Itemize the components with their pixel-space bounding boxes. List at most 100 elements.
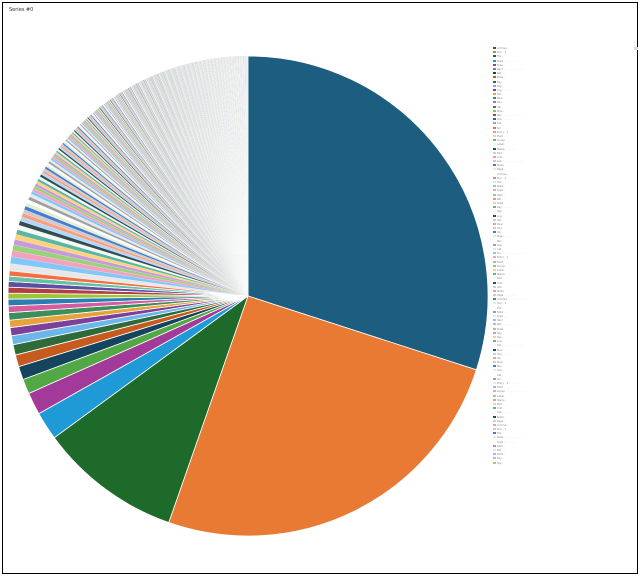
legend-item[interactable]: Group · · · · · · · · · · · · · (493, 390, 639, 394)
legend-item[interactable]: Data · (493, 327, 639, 332)
legend-item[interactable]: Item · · · · · · · · · · · · · (493, 67, 639, 72)
legend-item[interactable]: Src · · · · · · · · · · · · · (493, 252, 639, 256)
legend-item[interactable]: Name · (493, 398, 639, 403)
legend-item[interactable]: Row · (493, 97, 639, 101)
legend-item[interactable]: Item · (493, 319, 639, 323)
legend-item[interactable]: Src · (493, 377, 639, 382)
legend-item[interactable]: Archive · · · · · · · · · · · · (493, 298, 639, 302)
legend-item[interactable]: Cat · (493, 248, 639, 252)
legend-item[interactable]: Tag · (493, 210, 639, 214)
legend-item[interactable]: Key · · · · · · · (493, 206, 639, 210)
legend-item[interactable]: Page · · · · · · · (493, 294, 639, 298)
legend-item[interactable]: Val · (493, 356, 639, 361)
legend-item[interactable]: Page · (493, 168, 639, 172)
legend-item[interactable]: Note · (493, 310, 639, 315)
legend-item[interactable]: Obj · (493, 101, 639, 105)
legend-item[interactable]: Ref · · (493, 72, 639, 76)
legend-item[interactable]: Type · · (493, 63, 639, 68)
legend-item[interactable]: List · · · · · · · · · · · · · (493, 160, 639, 164)
legend-item[interactable]: File · (493, 181, 639, 185)
legend-item[interactable]: Item · (493, 193, 639, 198)
legend-item[interactable]: Ref · · · · · · · · (493, 323, 639, 327)
legend-item[interactable]: Field · (493, 386, 639, 390)
legend-item[interactable]: Label · (493, 268, 639, 273)
legend-item[interactable]: File · (493, 55, 639, 59)
legend-item[interactable]: Ref · · (493, 197, 639, 202)
legend-item[interactable]: Tag · (493, 461, 639, 466)
pie-slice[interactable] (247, 55, 489, 371)
legend-item[interactable]: Rec · (493, 239, 639, 244)
legend-item[interactable]: Field · (493, 260, 639, 265)
legend-item[interactable]: Obj · · · · · · · (493, 352, 639, 357)
legend-item[interactable]: Val · (493, 105, 639, 110)
legend-item[interactable]: Map · · · · · · · (493, 235, 639, 239)
legend-item[interactable]: Src · (493, 126, 639, 131)
legend-item[interactable]: Label · (493, 394, 639, 399)
legend-item[interactable]: Log · (493, 340, 639, 344)
legend-item[interactable]: Node · (493, 164, 639, 168)
legend-item[interactable]: Map · (493, 361, 639, 365)
legend-item[interactable]: Map · (493, 109, 639, 114)
legend-item[interactable]: Archive (493, 172, 639, 177)
legend-item[interactable]: Key · (493, 331, 639, 336)
legend-item[interactable]: Data · (493, 76, 639, 80)
legend-item[interactable]: List · · · · · · · (493, 411, 639, 415)
legend-item[interactable]: Doc · 1 (493, 428, 639, 432)
legend-item[interactable]: Name · · · · · · · (493, 147, 639, 152)
legend-item[interactable]: Type · · (493, 189, 639, 193)
legend-item[interactable]: Unit · (493, 155, 639, 160)
legend-item[interactable]: Archive (493, 47, 639, 51)
legend-item[interactable]: Grp · (493, 243, 639, 248)
legend-item[interactable]: Row · (493, 348, 639, 353)
legend-item[interactable]: File · (493, 306, 639, 311)
legend-item[interactable]: Node · (493, 415, 639, 420)
legend-item[interactable]: List · (493, 285, 639, 290)
legend-item[interactable]: Rec · · · · · · · · · · · · · (493, 114, 639, 118)
legend-item[interactable]: File · (493, 432, 639, 436)
legend-item[interactable]: Field · (493, 134, 639, 139)
legend-item[interactable]: Part · (493, 151, 639, 156)
legend-item[interactable]: Label · (493, 143, 639, 147)
legend-item[interactable]: Note · · · · · · · · · · · · · (493, 436, 639, 440)
legend-item[interactable]: Part · (493, 277, 639, 281)
legend-item[interactable]: Note · (493, 185, 639, 189)
legend-item[interactable]: Cat · (493, 122, 639, 126)
legend-item[interactable]: Row · (493, 222, 639, 227)
legend-item[interactable]: Key · (493, 80, 639, 85)
legend-item[interactable]: Type · · · · · · · · (493, 440, 639, 445)
legend-item[interactable]: Grp · · · · · · · (493, 118, 639, 122)
legend-item[interactable]: Tag · (493, 335, 639, 340)
legend-item[interactable]: Set · · · · · · · · · · · · · (493, 344, 639, 348)
legend-item[interactable]: Group · · · · · · · (493, 264, 639, 269)
legend-item[interactable]: Note · · · · · · · (493, 59, 639, 64)
legend-item[interactable]: Entry · 1 · · · · · · (493, 382, 639, 386)
legend-item[interactable]: Type · · (493, 315, 639, 319)
legend-item[interactable]: Doc · 1 · · · · · · (493, 176, 639, 181)
legend-item[interactable]: Unit · (493, 281, 639, 286)
legend-item[interactable]: Grp · (493, 369, 639, 373)
legend-item[interactable]: Unit · (493, 407, 639, 411)
pie-slice[interactable] (168, 295, 477, 537)
legend-item[interactable]: Cat · (493, 373, 639, 378)
legend-item[interactable]: Doc · 1 (493, 302, 639, 306)
legend-scrollbar[interactable] (634, 47, 638, 50)
legend-item[interactable]: Group · (493, 139, 639, 143)
legend-item[interactable]: Key · (493, 457, 639, 461)
legend-item[interactable]: Set · (493, 93, 639, 97)
legend-item[interactable]: Doc · 1 (493, 51, 639, 55)
legend-item[interactable]: Entry · 1 (493, 256, 639, 260)
legend-item[interactable]: Val · (493, 231, 639, 235)
legend-item[interactable]: Archive (493, 423, 639, 428)
legend-item[interactable]: Entry · 1 (493, 130, 639, 135)
legend-item[interactable]: Data · (493, 201, 639, 206)
legend-item[interactable]: Obj · (493, 227, 639, 231)
legend-item[interactable]: Page · (493, 419, 639, 424)
legend-item[interactable]: Set · (493, 218, 639, 223)
legend-item[interactable]: Tag · (493, 84, 639, 89)
pie-slice[interactable] (53, 294, 249, 524)
legend-item[interactable]: Ref · · (493, 449, 639, 453)
legend-item[interactable]: Log · (493, 214, 639, 219)
legend-item[interactable]: Log · · · · · · · (493, 88, 639, 93)
legend-item[interactable]: Item · (493, 444, 639, 449)
legend-item[interactable]: Part · (493, 402, 639, 407)
